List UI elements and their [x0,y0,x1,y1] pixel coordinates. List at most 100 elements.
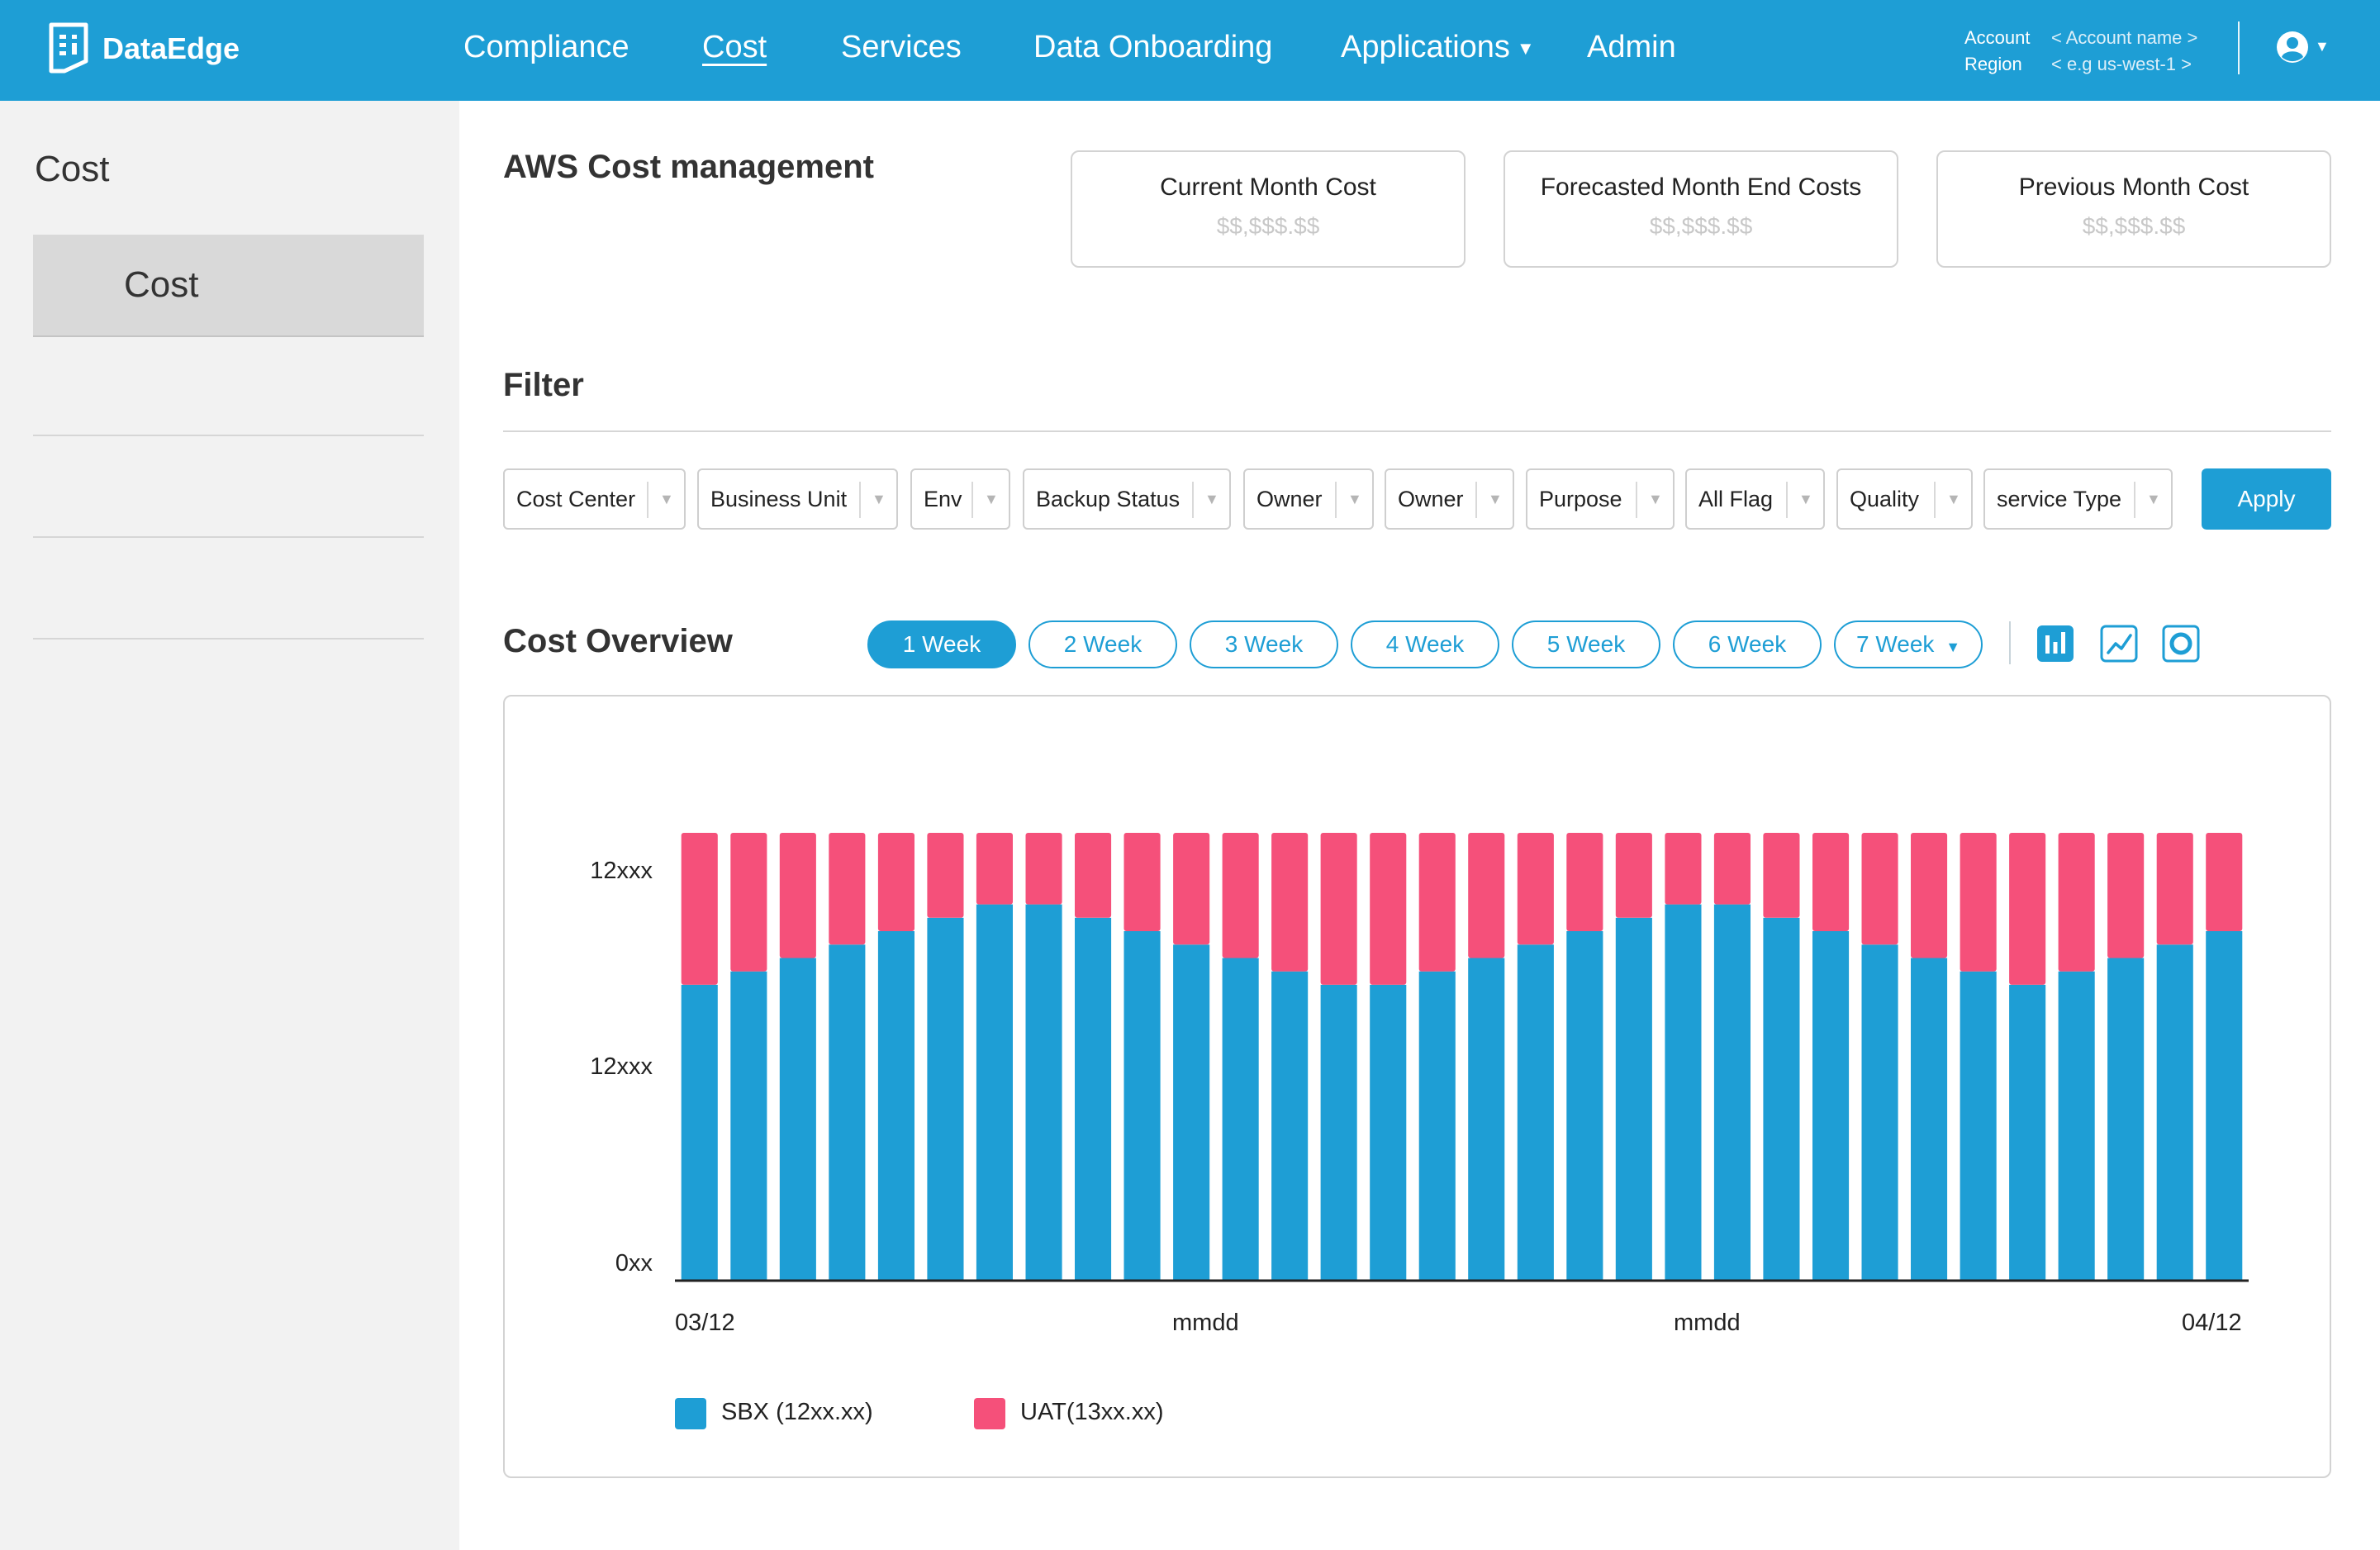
bar-sbx-14[interactable] [1320,984,1357,1280]
business-unit-dropdown[interactable]: Business Unit ▼ [697,468,898,530]
bar-chart-icon[interactable] [2036,624,2075,663]
bar-uat-5[interactable] [877,833,914,931]
bar-uat-16[interactable] [1418,833,1456,972]
bar-sbx-2[interactable] [730,971,767,1280]
range-7-week-dropdown[interactable]: 7 Week ▼ [1834,620,1983,668]
brand-name[interactable]: DataEdge [102,31,240,65]
bar-sbx-5[interactable] [877,931,914,1280]
bar-uat-8[interactable] [1025,833,1062,905]
owner-dropdown-2[interactable]: Owner ▼ [1385,468,1514,530]
bar-sbx-10[interactable] [1123,931,1161,1280]
bar-sbx-12[interactable] [1222,958,1259,1281]
bar-sbx-31[interactable] [2156,944,2193,1281]
bar-sbx-29[interactable] [2058,971,2095,1280]
bar-uat-7[interactable] [976,833,1013,905]
bar-sbx-23[interactable] [1763,917,1800,1280]
bar-sbx-3[interactable] [779,958,816,1281]
bar-sbx-4[interactable] [829,944,866,1281]
service-type-dropdown[interactable]: service Type ▼ [1983,468,2173,530]
bar-uat-31[interactable] [2156,833,2193,945]
owner-dropdown[interactable]: Owner ▼ [1243,468,1374,530]
purpose-dropdown[interactable]: Purpose ▼ [1526,468,1675,530]
page-title: AWS Cost management [503,149,874,185]
bar-sbx-24[interactable] [1812,931,1850,1280]
apply-button[interactable]: Apply [2202,468,2331,530]
nav-admin[interactable]: Admin [1587,30,1676,64]
bar-sbx-20[interactable] [1615,917,1652,1280]
bar-uat-32[interactable] [2206,833,2243,931]
bar-uat-1[interactable] [681,833,718,985]
bar-sbx-21[interactable] [1665,904,1702,1280]
nav-services[interactable]: Services [841,30,962,64]
bar-uat-22[interactable] [1713,833,1751,905]
bar-sbx-11[interactable] [1173,944,1210,1281]
account-region-selector[interactable]: < Account name > < e.g us-west-1 > [2051,25,2197,78]
bar-uat-18[interactable] [1517,833,1554,945]
range-6-week[interactable]: 6 Week [1673,620,1822,668]
bar-sbx-7[interactable] [976,904,1013,1280]
bar-uat-13[interactable] [1271,833,1309,972]
bar-sbx-18[interactable] [1517,944,1554,1281]
user-avatar-icon[interactable] [2275,30,2310,64]
bar-uat-3[interactable] [779,833,816,958]
bar-uat-4[interactable] [829,833,866,945]
bar-sbx-30[interactable] [2107,958,2145,1281]
nav-data-onboarding[interactable]: Data Onboarding [1033,30,1273,64]
bar-sbx-25[interactable] [1861,944,1898,1281]
bar-sbx-26[interactable] [1911,958,1948,1281]
bar-uat-10[interactable] [1123,833,1161,931]
bar-uat-17[interactable] [1468,833,1505,958]
bar-uat-6[interactable] [927,833,964,918]
bar-uat-11[interactable] [1173,833,1210,945]
bar-sbx-9[interactable] [1075,917,1112,1280]
cost-center-dropdown[interactable]: Cost Center ▼ [503,468,686,530]
range-1-week[interactable]: 1 Week [867,620,1016,668]
x-tick-label: 03/12 [675,1310,735,1336]
bar-uat-24[interactable] [1812,833,1850,931]
sidebar-item-cost[interactable]: Cost [33,235,424,337]
bar-sbx-13[interactable] [1271,971,1309,1280]
quality-dropdown[interactable]: Quality ▼ [1836,468,1973,530]
env-dropdown[interactable]: Env ▼ [910,468,1010,530]
range-3-week[interactable]: 3 Week [1190,620,1338,668]
bar-sbx-27[interactable] [1960,971,1997,1280]
user-menu-caret-icon[interactable]: ▼ [2315,38,2330,55]
bar-uat-28[interactable] [2009,833,2046,985]
line-chart-icon[interactable] [2099,624,2139,663]
bar-uat-2[interactable] [730,833,767,972]
bar-sbx-15[interactable] [1370,984,1407,1280]
bar-sbx-19[interactable] [1566,931,1603,1280]
bar-sbx-32[interactable] [2206,931,2243,1280]
range-2-week[interactable]: 2 Week [1028,620,1177,668]
bar-uat-27[interactable] [1960,833,1997,972]
bar-uat-29[interactable] [2058,833,2095,972]
nav-compliance[interactable]: Compliance [463,30,629,64]
bar-uat-21[interactable] [1665,833,1702,905]
bar-sbx-22[interactable] [1713,904,1751,1280]
bar-sbx-8[interactable] [1025,904,1062,1280]
donut-chart-icon[interactable] [2161,624,2201,663]
bar-uat-15[interactable] [1370,833,1407,985]
range-4-week[interactable]: 4 Week [1351,620,1499,668]
bar-sbx-17[interactable] [1468,958,1505,1281]
account-value[interactable]: < Account name > [2051,27,2198,48]
bar-uat-26[interactable] [1911,833,1948,958]
backup-status-dropdown[interactable]: Backup Status ▼ [1023,468,1231,530]
bar-uat-9[interactable] [1075,833,1112,918]
nav-cost[interactable]: Cost [702,30,767,64]
bar-uat-12[interactable] [1222,833,1259,958]
nav-applications[interactable]: Applications ▼ [1341,30,1535,65]
bar-uat-20[interactable] [1615,833,1652,918]
bar-sbx-28[interactable] [2009,984,2046,1280]
region-value[interactable]: < e.g us-west-1 > [2051,54,2192,74]
range-5-week[interactable]: 5 Week [1512,620,1660,668]
bar-sbx-1[interactable] [681,984,718,1280]
bar-uat-23[interactable] [1763,833,1800,918]
bar-uat-14[interactable] [1320,833,1357,985]
bar-sbx-6[interactable] [927,917,964,1280]
bar-uat-30[interactable] [2107,833,2145,958]
bar-uat-25[interactable] [1861,833,1898,945]
bar-sbx-16[interactable] [1418,971,1456,1280]
all-flag-dropdown[interactable]: All Flag ▼ [1685,468,1825,530]
bar-uat-19[interactable] [1566,833,1603,931]
